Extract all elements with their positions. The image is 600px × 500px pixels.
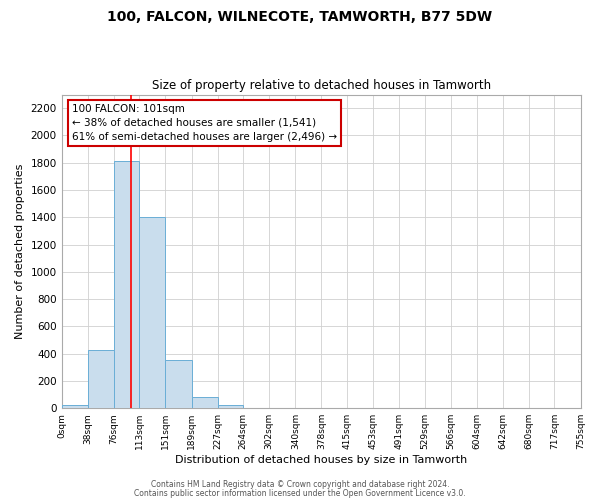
Text: 100 FALCON: 101sqm
← 38% of detached houses are smaller (1,541)
61% of semi-deta: 100 FALCON: 101sqm ← 38% of detached hou… — [72, 104, 337, 142]
Text: 100, FALCON, WILNECOTE, TAMWORTH, B77 5DW: 100, FALCON, WILNECOTE, TAMWORTH, B77 5D… — [107, 10, 493, 24]
Bar — [191, 398, 218, 408]
Title: Size of property relative to detached houses in Tamworth: Size of property relative to detached ho… — [152, 79, 491, 92]
Bar — [88, 350, 114, 408]
Bar — [114, 162, 139, 408]
Text: Contains HM Land Registry data © Crown copyright and database right 2024.: Contains HM Land Registry data © Crown c… — [151, 480, 449, 489]
Bar — [139, 218, 166, 408]
X-axis label: Distribution of detached houses by size in Tamworth: Distribution of detached houses by size … — [175, 455, 467, 465]
Bar — [166, 360, 191, 408]
Bar — [218, 405, 243, 408]
Bar — [62, 406, 88, 408]
Text: Contains public sector information licensed under the Open Government Licence v3: Contains public sector information licen… — [134, 489, 466, 498]
Y-axis label: Number of detached properties: Number of detached properties — [15, 164, 25, 339]
